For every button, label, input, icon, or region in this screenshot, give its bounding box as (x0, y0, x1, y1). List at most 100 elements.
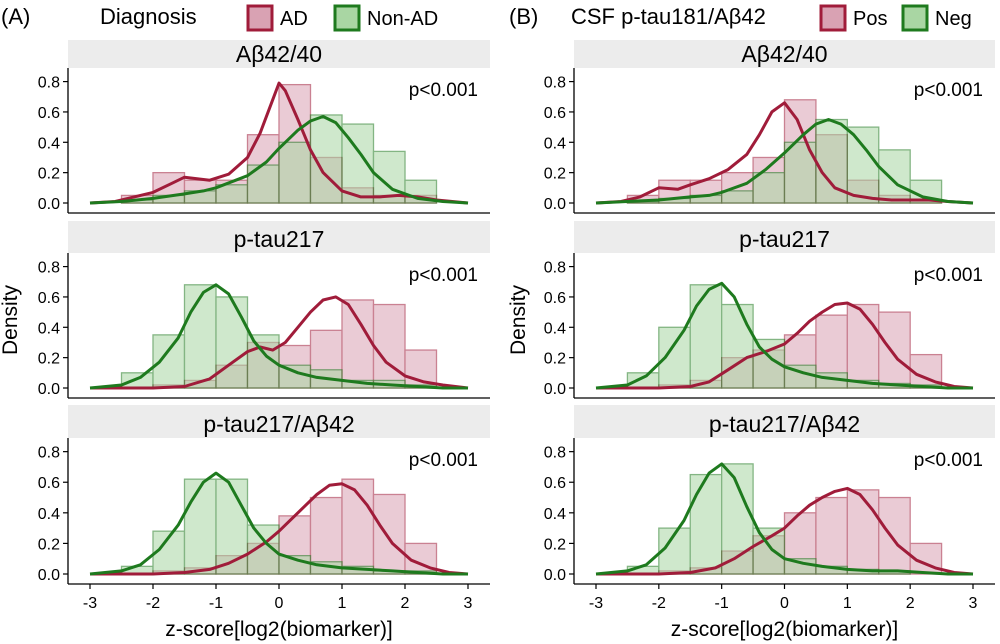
density-curve-neg (595, 118, 974, 205)
y-tick-label: 0.2 (544, 166, 566, 183)
legend-key-pos (819, 4, 847, 32)
density-curve-ad (90, 482, 469, 576)
facet-1: Aβ42/40 0.0 0.2 0.4 0.6 0.8 p<0.001 (38, 40, 490, 214)
y-tick-label: 0.6 (38, 475, 60, 492)
x-tick-label: -2 (146, 595, 160, 612)
facet-1: Aβ42/40 0.0 0.2 0.4 0.6 0.8 p<0.001 (544, 40, 995, 214)
facet-title: p-tau217 (739, 226, 830, 252)
y-tick-label: 0.4 (38, 135, 60, 152)
histogram-bar (626, 372, 660, 389)
y-tick-label: 0.0 (38, 567, 60, 584)
p-value-label: p<0.001 (409, 265, 478, 286)
chart-panel-a: (A) Diagnosis AD Non-AD Density Aβ42/40 0.0 0.2… (0, 4, 490, 641)
p-value-label: p<0.001 (914, 450, 983, 471)
y-tick-label: 0.0 (544, 567, 566, 584)
y-tick-label: 0.4 (38, 506, 60, 523)
p-value-label: p<0.001 (914, 265, 983, 286)
x-tick-label: -1 (209, 595, 223, 612)
chart-panel-b: (B) CSF p-tau181/Aβ42 Pos Neg Density Aβ42/40… (507, 4, 995, 641)
y-tick-label: 0.2 (38, 166, 60, 183)
facet-strip (574, 221, 995, 253)
facet-strip (68, 221, 490, 253)
y-tick-label: 0.6 (544, 290, 566, 307)
histogram-bar (183, 478, 217, 575)
y-tick-label: 0.2 (544, 536, 566, 553)
y-tick-label: 0.2 (544, 351, 566, 368)
x-tick-label: -2 (652, 595, 666, 612)
x-axis-title: z-score[log2(biomarker)] (165, 618, 393, 641)
legend-label: Neg (935, 8, 972, 30)
legend-label: Pos (853, 8, 887, 30)
y-tick-label: 0.0 (38, 196, 60, 213)
histogram-bar (721, 303, 754, 389)
histogram-bar (152, 334, 186, 389)
histogram-bar (878, 496, 911, 575)
x-tick-label: 1 (843, 595, 852, 612)
facet-strip (68, 405, 490, 438)
legend-label: AD (280, 8, 308, 30)
y-tick-label: 0.8 (38, 445, 60, 462)
x-tick-label: 2 (906, 595, 915, 612)
legend-key-ad (246, 4, 274, 32)
p-value-label: p<0.001 (409, 450, 478, 471)
y-tick-label: 0.6 (38, 105, 60, 122)
facet-2: p-tau217 0.0 0.2 0.4 0.6 0.8 p<0.001 (544, 221, 995, 399)
y-tick-label: 0.8 (38, 260, 60, 277)
x-tick-label: 2 (401, 595, 410, 612)
histogram-bar (846, 126, 880, 204)
legend-key-non-ad (333, 4, 361, 32)
y-tick-label: 0.6 (544, 475, 566, 492)
y-tick-label: 0.4 (544, 135, 566, 152)
facet-strip (574, 405, 995, 438)
facet-strip (574, 40, 995, 68)
density-curve-ad (90, 295, 469, 390)
y-tick-label: 0.0 (544, 196, 566, 213)
legend-key-neg (901, 4, 929, 32)
y-tick-label: 0.2 (38, 536, 60, 553)
histogram-bar (878, 149, 911, 204)
x-tick-label: 3 (464, 595, 473, 612)
histogram-bar (846, 303, 880, 389)
density-curve-non-ad (89, 471, 468, 576)
y-tick-label: 0.4 (544, 506, 566, 523)
y-tick-label: 0.2 (38, 351, 60, 368)
legend-label: Non-AD (367, 8, 438, 30)
density-curve-pos (595, 101, 974, 205)
histogram-bar (752, 171, 786, 204)
facet-strip (68, 40, 490, 68)
facet-3: p-tau217/Aβ42 0.0 0.2 0.4 0.6 0.8 p<0.001 -3 -2 -… (544, 405, 995, 641)
panel-letter: (B) (509, 4, 538, 29)
histogram-bar (183, 284, 217, 389)
x-tick-label: -3 (83, 595, 97, 612)
y-tick-label: 0.8 (544, 75, 566, 92)
x-axis-title: z-score[log2(biomarker)] (671, 618, 899, 641)
legend: Diagnosis AD Non-AD (100, 4, 438, 32)
y-tick-label: 0.8 (544, 260, 566, 277)
y-tick-label: 0.0 (38, 381, 60, 398)
facet-title: Aβ42/40 (236, 41, 322, 67)
p-value-label: p<0.001 (409, 80, 478, 101)
histogram-bar (341, 299, 375, 389)
y-tick-label: 0.4 (544, 320, 566, 337)
histogram-bar (215, 478, 249, 575)
x-tick-label: -3 (589, 595, 603, 612)
histogram-bar (372, 303, 406, 389)
histogram-bar (278, 141, 312, 204)
density-curve-ad (89, 81, 469, 205)
histogram-bar (846, 489, 880, 575)
density-curve-neg (595, 281, 973, 390)
y-axis-title: Density (0, 284, 22, 355)
histogram-bar (721, 190, 754, 204)
y-tick-label: 0.8 (38, 75, 60, 92)
y-tick-label: 0.0 (544, 381, 566, 398)
y-tick-label: 0.4 (38, 320, 60, 337)
y-tick-label: 0.6 (544, 105, 566, 122)
histogram-bar (815, 496, 848, 575)
histogram-bar (689, 284, 723, 389)
legend: CSF p-tau181/Aβ42 Pos Neg (571, 4, 972, 32)
density-curve-non-ad (89, 283, 468, 390)
x-tick-label: 0 (780, 595, 789, 612)
density-curve-neg (595, 462, 973, 576)
histogram-bar (878, 311, 911, 389)
